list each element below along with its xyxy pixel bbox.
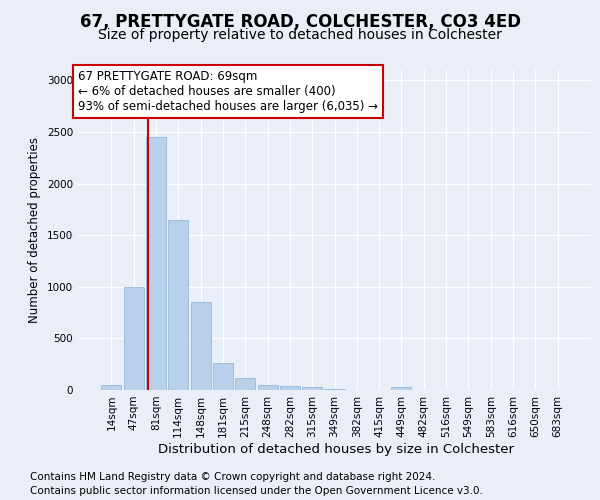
Bar [168, 220, 188, 390]
Bar [124, 287, 144, 390]
Y-axis label: Number of detached properties: Number of detached properties [28, 137, 41, 323]
Bar [101, 385, 121, 390]
Text: Contains public sector information licensed under the Open Government Licence v3: Contains public sector information licen… [30, 486, 483, 496]
Bar [391, 387, 412, 390]
Text: 67 PRETTYGATE ROAD: 69sqm
← 6% of detached houses are smaller (400)
93% of semi-: 67 PRETTYGATE ROAD: 69sqm ← 6% of detach… [78, 70, 378, 113]
Bar [280, 386, 300, 390]
Bar [191, 302, 211, 390]
Text: Size of property relative to detached houses in Colchester: Size of property relative to detached ho… [98, 28, 502, 42]
Text: Distribution of detached houses by size in Colchester: Distribution of detached houses by size … [158, 442, 514, 456]
Bar [213, 363, 233, 390]
Bar [257, 385, 278, 390]
Text: 67, PRETTYGATE ROAD, COLCHESTER, CO3 4ED: 67, PRETTYGATE ROAD, COLCHESTER, CO3 4ED [79, 12, 521, 30]
Bar [146, 137, 166, 390]
Bar [302, 388, 322, 390]
Bar [235, 378, 255, 390]
Text: Contains HM Land Registry data © Crown copyright and database right 2024.: Contains HM Land Registry data © Crown c… [30, 472, 436, 482]
